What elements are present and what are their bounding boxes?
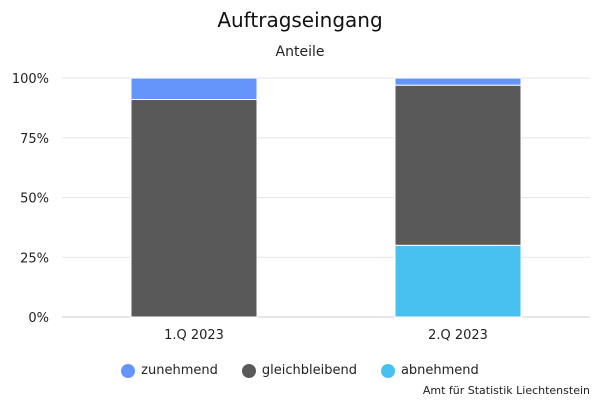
bar-segment-zunehmend: [130, 77, 258, 101]
legend-item-gleichbleibend[interactable]: gleichbleibend: [241, 363, 357, 378]
y-tick-label: 25%: [20, 251, 49, 266]
legend-label-abnehmend: abnehmend: [400, 363, 479, 378]
y-tick-label: 75%: [20, 132, 49, 147]
bar-segment-zunehmend: [394, 77, 522, 86]
x-tick-label: 2.Q 2023: [428, 328, 488, 343]
x-tick-label: 1.Q 2023: [164, 328, 224, 343]
y-tick-label: 50%: [20, 192, 49, 207]
legend-swatch-abnehmend: [380, 363, 395, 378]
legend-label-zunehmend: zunehmend: [141, 363, 218, 378]
legend-swatch-zunehmend: [121, 363, 136, 378]
chart-subtitle: Anteile: [275, 44, 325, 60]
legend-swatch-gleichbleibend: [241, 363, 256, 378]
bar-segment-abnehmend: [394, 244, 522, 318]
bar-segment-gleichbleibend: [394, 84, 522, 246]
legend: zunehmend gleichbleibend abnehmend: [0, 363, 600, 378]
y-tick-label: 100%: [12, 72, 49, 87]
bar-segment-gleichbleibend: [130, 99, 258, 318]
source-credit: Amt für Statistik Liechtenstein: [422, 384, 590, 397]
chart-title: Auftragseingang: [217, 8, 383, 32]
legend-item-zunehmend[interactable]: zunehmend: [121, 363, 218, 378]
y-tick-label: 0%: [28, 311, 49, 326]
legend-label-gleichbleibend: gleichbleibend: [261, 363, 357, 378]
legend-item-abnehmend[interactable]: abnehmend: [380, 363, 479, 378]
